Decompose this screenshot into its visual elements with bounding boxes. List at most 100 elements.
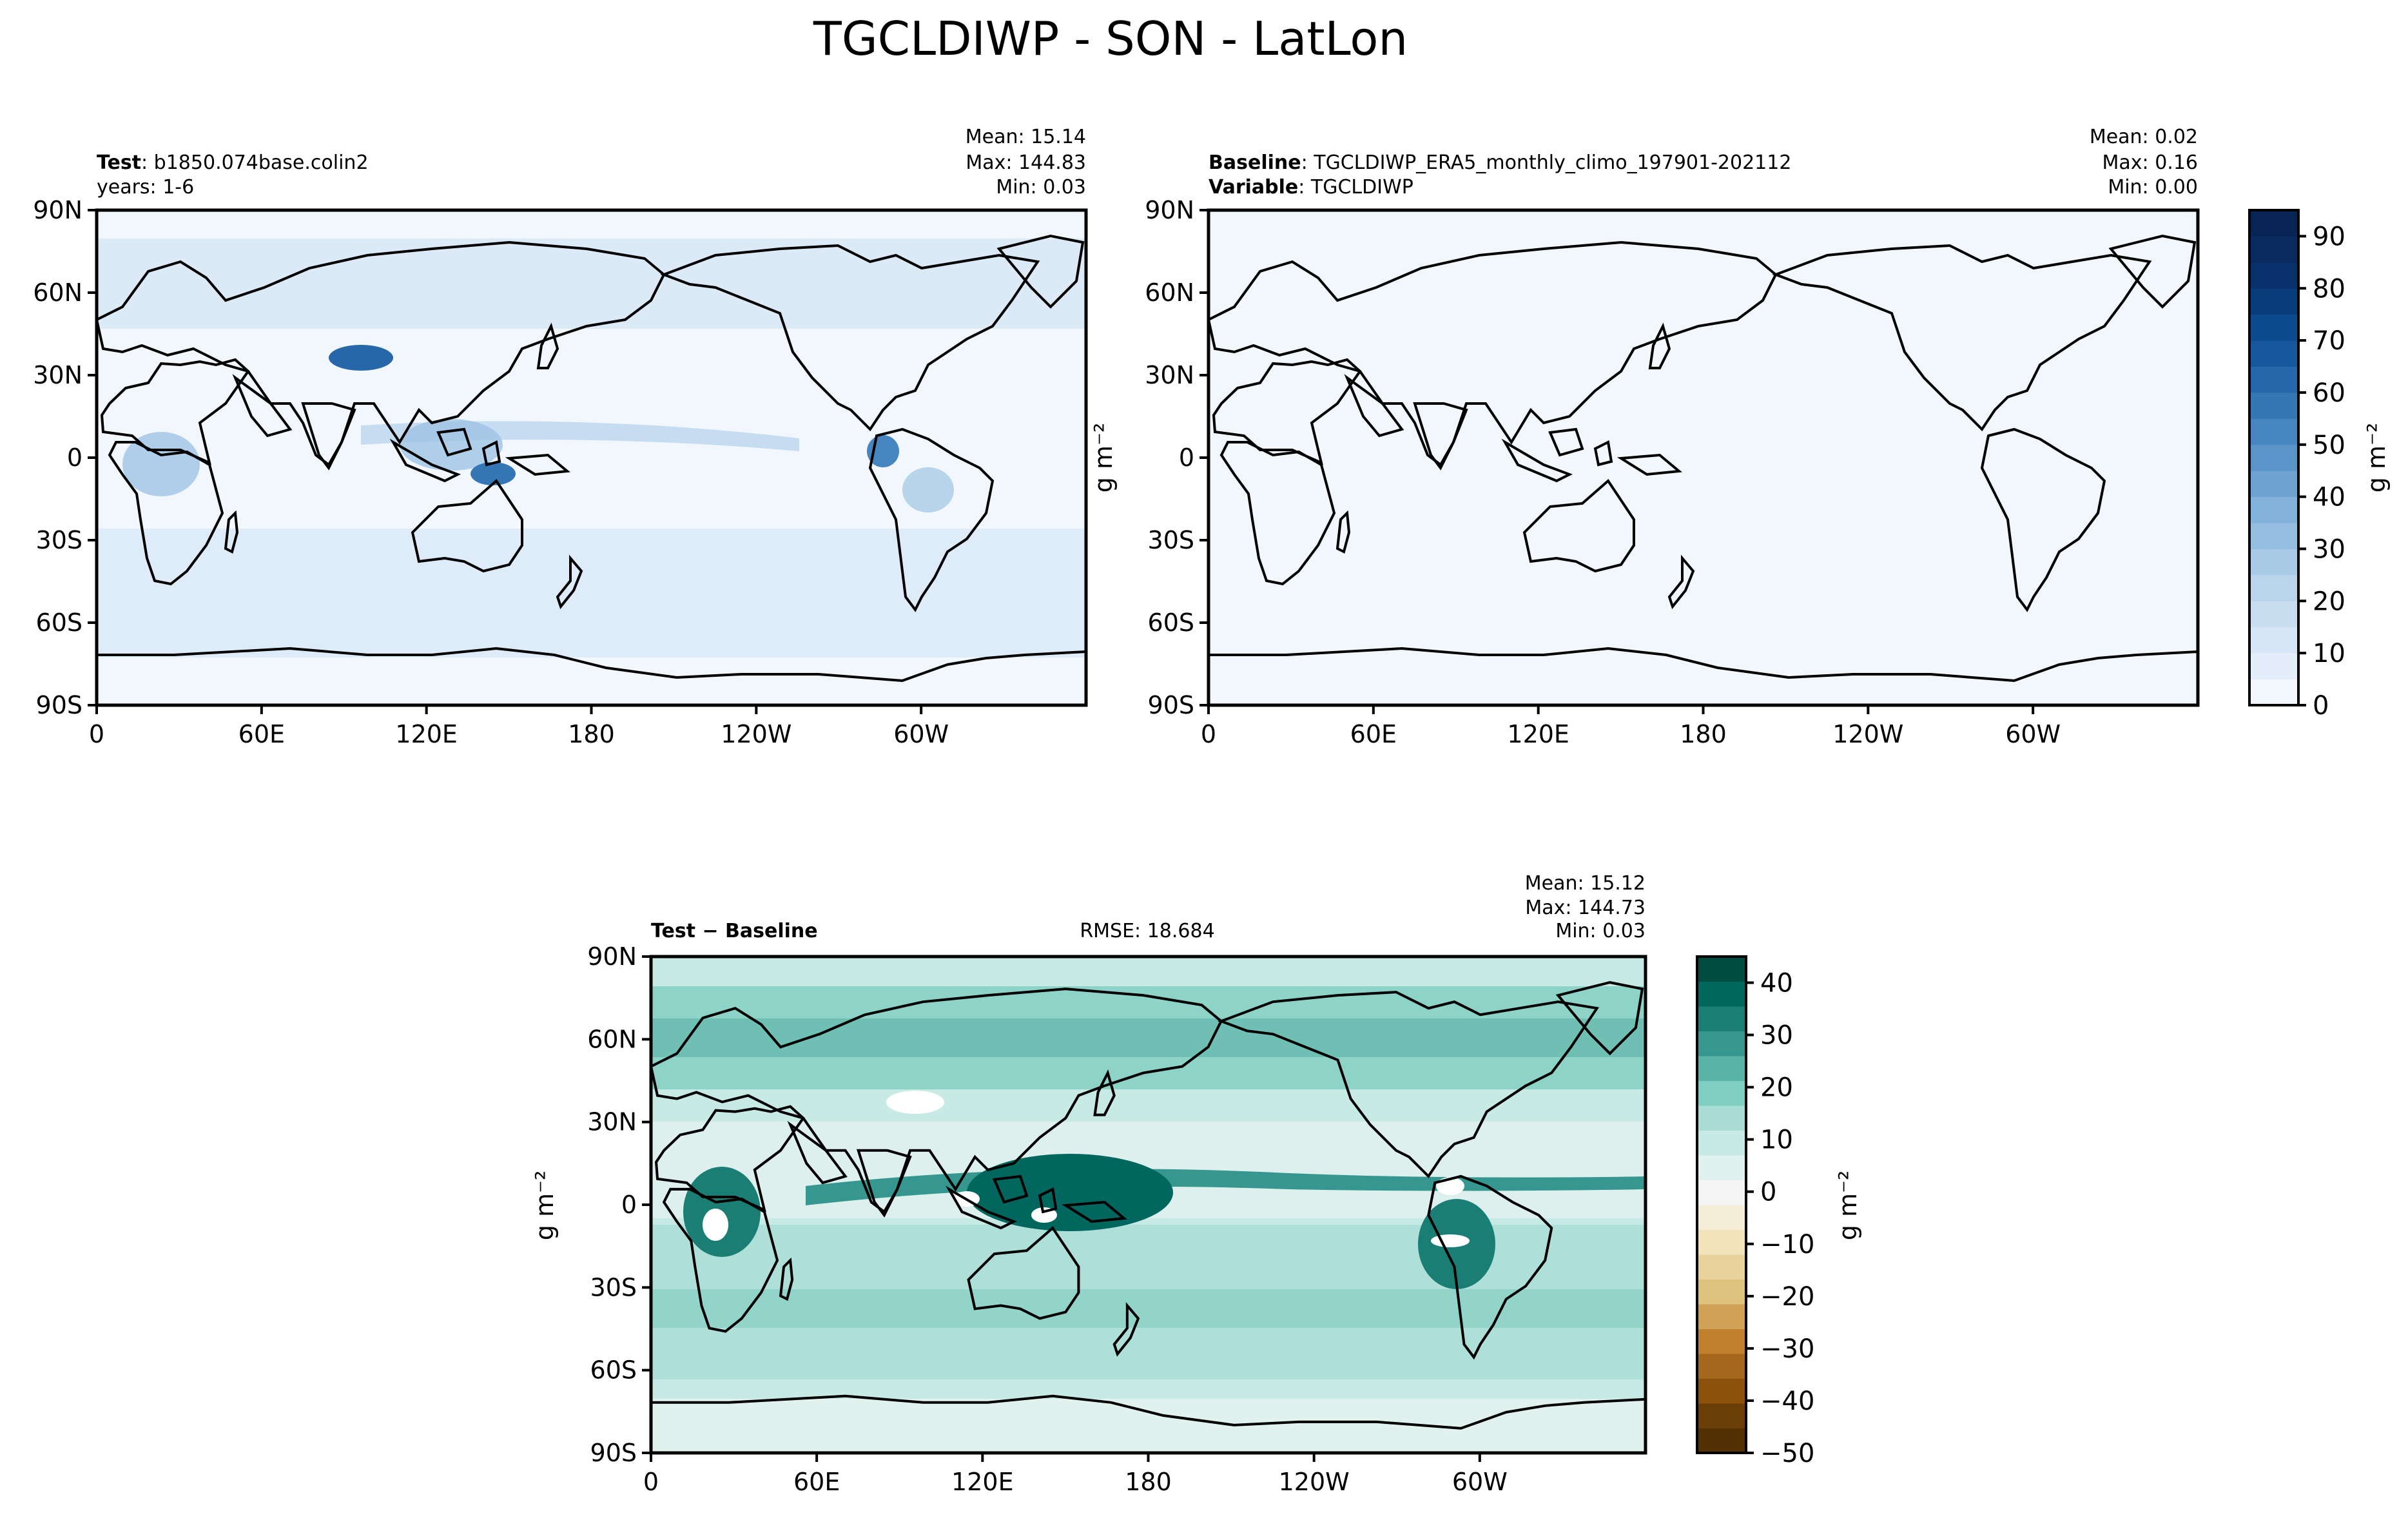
colorbar-diff-segment bbox=[1697, 1428, 1746, 1454]
colorbar-main-segment bbox=[2249, 496, 2298, 523]
diff-lon-tick-label: 60W bbox=[1452, 1468, 1508, 1496]
baseline-lat-tick-label: 0 bbox=[1179, 443, 1194, 472]
colorbar-diff-tick-label: −40 bbox=[1760, 1387, 1814, 1416]
diff-map bbox=[651, 957, 1646, 1453]
diff-lat-tick-label: 90S bbox=[590, 1439, 637, 1467]
colorbar-diff-segment bbox=[1697, 1130, 1746, 1156]
panel-diff: Test − Baseline RMSE: 18.684 Mean: 15.12… bbox=[530, 872, 1647, 1496]
colorbar-diff-segment bbox=[1697, 1031, 1746, 1056]
diff-label: Test − Baseline bbox=[651, 920, 818, 942]
diff-unit-label: g m⁻² bbox=[530, 1171, 559, 1241]
test-max: Max: 144.83 bbox=[966, 151, 1086, 174]
baseline-variable: Variable: TGCLDIWP bbox=[1209, 176, 1413, 199]
diff-lon-tick-label: 60E bbox=[793, 1468, 840, 1496]
colorbar-diff-segment bbox=[1697, 1403, 1746, 1428]
diff-lon-tick-label: 0 bbox=[643, 1468, 659, 1496]
diff-lon-tick-label: 120W bbox=[1279, 1468, 1350, 1496]
test-mean: Mean: 15.14 bbox=[966, 126, 1086, 148]
diff-rmse: RMSE: 18.684 bbox=[1080, 920, 1214, 942]
test-lon-tick-label: 0 bbox=[89, 720, 104, 748]
figure-title: TGCLDIWP - SON - LatLon bbox=[813, 12, 1408, 66]
test-lon-tick-label: 60E bbox=[238, 720, 285, 748]
colorbar-main-unit: g m⁻² bbox=[2362, 423, 2391, 493]
colorbar-diff: 40 30 20 10 0 −10 −20 −30 −40 −50 g m⁻² bbox=[1696, 955, 1862, 1468]
colorbar-diff-tick-label: 0 bbox=[1760, 1178, 1776, 1207]
baseline-lon-tick-label: 60E bbox=[1350, 720, 1397, 748]
baseline-lon-tick-label: 120E bbox=[1507, 720, 1569, 748]
baseline-lon-tick-label: 120W bbox=[1832, 720, 1903, 748]
test-map bbox=[97, 210, 1086, 705]
colorbar-diff-segment bbox=[1697, 1279, 1746, 1305]
diff-max: Max: 144.73 bbox=[1525, 897, 1646, 919]
colorbar-diff-segment bbox=[1697, 1328, 1746, 1354]
colorbar-main-segment bbox=[2249, 627, 2298, 654]
colorbar-main-tick-label: 0 bbox=[2313, 691, 2329, 721]
baseline-map bbox=[1209, 210, 2198, 705]
colorbar-diff-segment bbox=[1697, 981, 1746, 1007]
colorbar-main-segment bbox=[2249, 288, 2298, 315]
diff-lat-tick-label: 60N bbox=[587, 1025, 637, 1053]
colorbar-diff-tick-label: 20 bbox=[1760, 1073, 1793, 1103]
test-label: Test: b1850.074base.colin2 bbox=[97, 151, 369, 174]
colorbar-main-segment bbox=[2249, 262, 2298, 289]
colorbar-main-tick-label: 70 bbox=[2313, 326, 2345, 356]
baseline-lat-tick-label: 90S bbox=[1148, 691, 1194, 719]
colorbar-diff-tick-label: −50 bbox=[1760, 1439, 1814, 1468]
colorbar-diff-segment bbox=[1697, 1354, 1746, 1379]
colorbar-main-tick-label: 20 bbox=[2313, 587, 2345, 616]
colorbar-main-segment bbox=[2249, 340, 2298, 367]
colorbar-main-tick-label: 30 bbox=[2313, 534, 2345, 564]
colorbar-main: 90 80 70 60 50 40 30 20 10 0 g m⁻² bbox=[2248, 209, 2391, 721]
panel-test: Test: b1850.074base.colin2 years: 1-6 Me… bbox=[33, 126, 1088, 748]
colorbar-diff-tick-label: −20 bbox=[1760, 1282, 1814, 1312]
diff-mean: Mean: 15.12 bbox=[1525, 872, 1646, 895]
colorbar-main-segment bbox=[2249, 471, 2298, 498]
colorbar-main-segment bbox=[2249, 679, 2298, 706]
baseline-lat-tick-label: 60N bbox=[1145, 278, 1194, 307]
test-lon-tick-label: 180 bbox=[568, 720, 615, 748]
diff-lat-tick-label: 30N bbox=[587, 1108, 637, 1136]
test-min: Min: 0.03 bbox=[996, 176, 1086, 199]
colorbar-diff-tick-label: 40 bbox=[1760, 969, 1793, 998]
baseline-lat-tick-label: 90N bbox=[1145, 196, 1194, 224]
diff-lat-tick-label: 0 bbox=[621, 1191, 637, 1219]
colorbar-diff-segment bbox=[1697, 1378, 1746, 1404]
colorbar-diff-segment bbox=[1697, 1180, 1746, 1205]
baseline-lon-tick-label: 180 bbox=[1680, 720, 1727, 748]
colorbar-diff-tick-label: 30 bbox=[1760, 1021, 1793, 1051]
colorbar-diff-segment bbox=[1697, 1229, 1746, 1255]
colorbar-diff-segment bbox=[1697, 1056, 1746, 1081]
colorbar-diff-tick-label: −30 bbox=[1760, 1334, 1814, 1364]
test-lat-tick-label: 30S bbox=[36, 526, 83, 554]
test-lat-tick-label: 60N bbox=[33, 278, 83, 307]
colorbar-main-segment bbox=[2249, 236, 2298, 263]
baseline-lon-tick-label: 0 bbox=[1201, 720, 1216, 748]
test-lat-tick-label: 0 bbox=[67, 443, 83, 472]
test-lat-tick-label: 60S bbox=[36, 608, 83, 637]
colorbar-main-tick-label: 80 bbox=[2313, 274, 2345, 304]
diff-lat-tick-label: 30S bbox=[590, 1273, 637, 1301]
colorbar-main-segment bbox=[2249, 366, 2298, 393]
colorbar-diff-unit: g m⁻² bbox=[1834, 1171, 1862, 1241]
colorbar-main-tick-label: 60 bbox=[2313, 378, 2345, 408]
colorbar-main-tick-label: 10 bbox=[2313, 639, 2345, 668]
baseline-lon-tick-label: 60W bbox=[2005, 720, 2061, 748]
colorbar-diff-segment bbox=[1697, 1304, 1746, 1329]
colorbar-diff-segment bbox=[1697, 1080, 1746, 1106]
colorbar-diff-segment bbox=[1697, 957, 1746, 982]
colorbar-main-segment bbox=[2249, 314, 2298, 341]
colorbar-main-segment bbox=[2249, 418, 2298, 445]
colorbar-main-segment bbox=[2249, 392, 2298, 419]
colorbar-diff-tick-label: 10 bbox=[1760, 1125, 1793, 1155]
colorbar-main-segment bbox=[2249, 574, 2298, 601]
colorbar-main-tick-label: 90 bbox=[2313, 222, 2345, 251]
colorbar-main-segment bbox=[2249, 653, 2298, 680]
baseline-lat-tick-label: 30S bbox=[1148, 526, 1194, 554]
colorbar-main-tick-label: 40 bbox=[2313, 483, 2345, 512]
baseline-label: Baseline: TGCLDIWP_ERA5_monthly_climo_19… bbox=[1209, 151, 1791, 174]
colorbar-main-segment bbox=[2249, 549, 2298, 576]
test-lon-tick-label: 120E bbox=[395, 720, 458, 748]
